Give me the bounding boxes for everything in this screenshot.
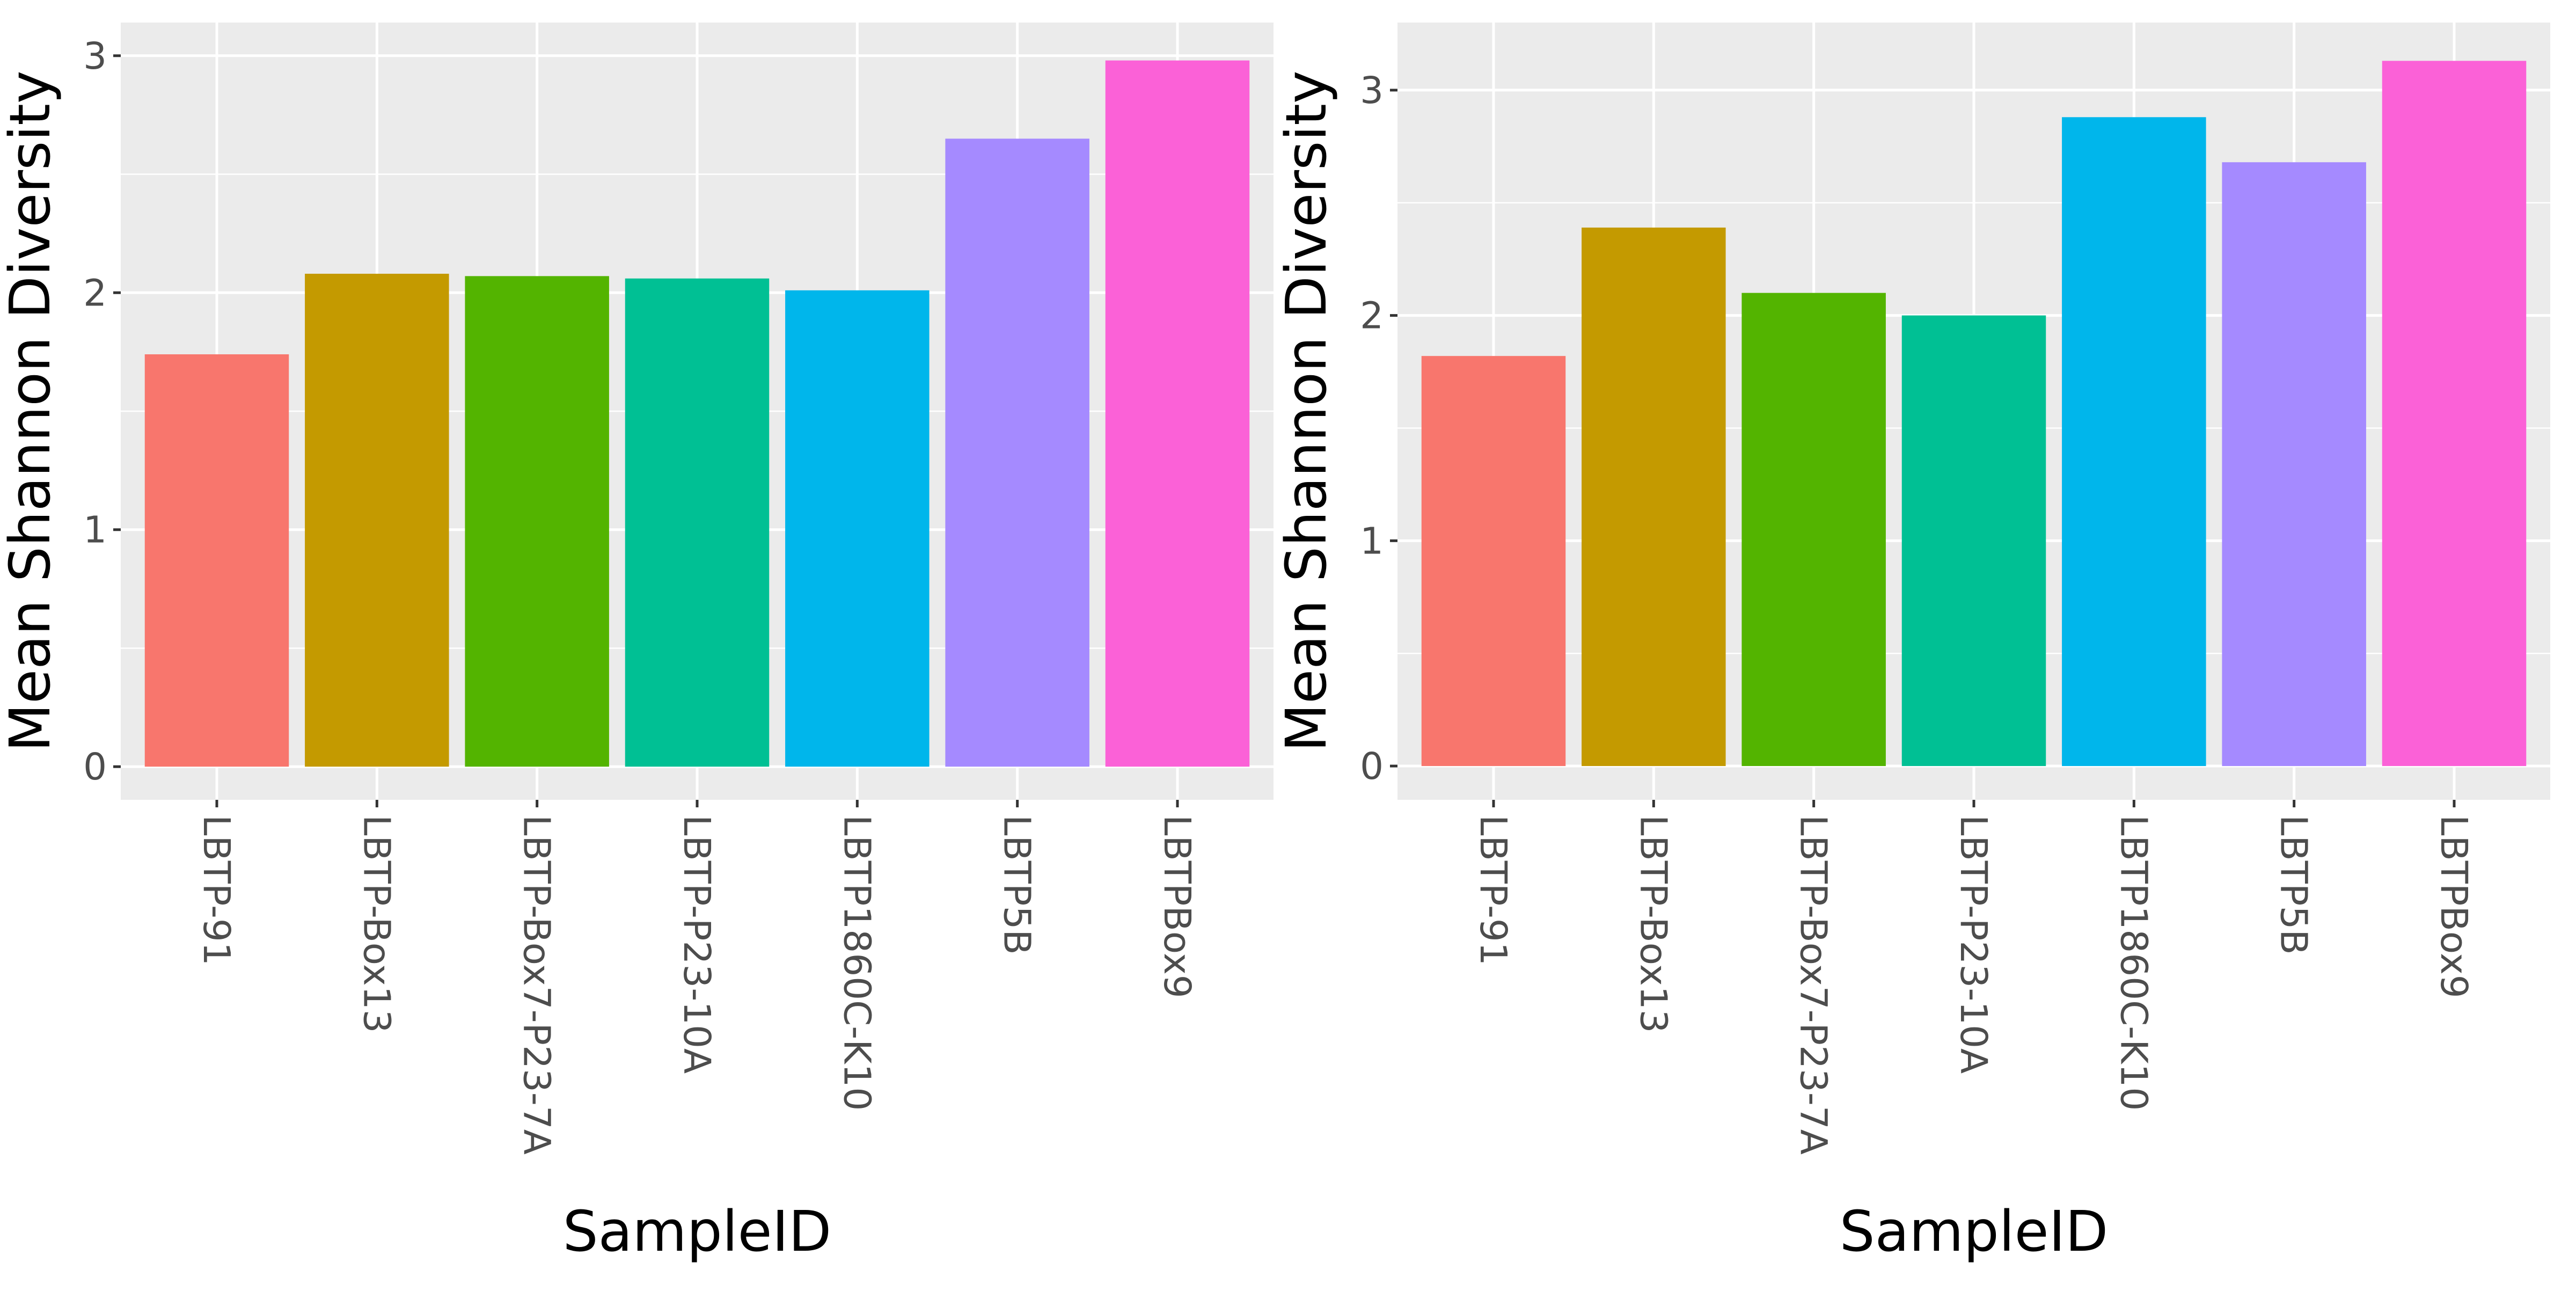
bar-LBTP-Box13 [305, 273, 449, 767]
x-tick-label: LBTP-Box13 [1631, 815, 1674, 1033]
bar-LBTP-91 [1421, 356, 1566, 767]
x-tick-label: LBTP5B [2272, 815, 2315, 955]
bar-LBTPBox9 [2382, 61, 2527, 767]
x-tick-label: LBTP-P23-10A [1952, 815, 1995, 1074]
y-tick-label: 2 [83, 272, 107, 315]
bar-LBTP-P23-10A [625, 278, 770, 767]
y-tick-label: 3 [1360, 69, 1384, 112]
y-tick-label: 1 [1360, 520, 1384, 563]
bar-LBTP1860C-K10 [785, 290, 930, 767]
x-tick-label: LBTP5B [996, 815, 1038, 955]
y-tick-label: 3 [83, 35, 107, 78]
bar-LBTP1860C-K10 [2062, 117, 2206, 767]
y-tick-label: 2 [1360, 295, 1384, 338]
chart-panel-2: 0 1 2 3 LBTP-91 LBTP-Box13 LBTP-Box7-P23-7A LBT… [1274, 23, 2550, 1264]
x-tick-label: LBTP-91 [1472, 815, 1514, 966]
bar-LBTP-Box13 [1582, 227, 1726, 767]
bar-LBTP5B [2222, 162, 2366, 767]
x-axis-title: SampleID [563, 1199, 832, 1264]
y-tick-label: 0 [83, 746, 107, 789]
bar-LBTPBox9 [1105, 60, 1250, 767]
x-tick-label: LBTP-Box7-P23-7A [1792, 815, 1835, 1155]
x-tick-label: LBTP1860C-K10 [835, 815, 878, 1111]
x-tick-label: LBTP-Box7-P23-7A [515, 815, 558, 1155]
bar-LBTP-91 [144, 354, 289, 767]
x-tick-label: LBTP-91 [195, 815, 238, 966]
chart-panel-1: 0 1 2 3 LBTP-91 LBTP-Box13 LBTP-Box7-P23-7A LBT… [0, 23, 1274, 1264]
y-axis-title: Mean Shannon Diversity [0, 70, 63, 752]
x-tick-label: LBTPBox9 [2432, 815, 2475, 998]
y-tick-label: 0 [1360, 745, 1384, 788]
bar-LBTP5B [945, 138, 1089, 767]
x-tick-label: LBTP1860C-K10 [2112, 815, 2155, 1111]
y-tick-label: 1 [83, 509, 107, 552]
x-tick-label: LBTP-P23-10A [675, 815, 718, 1074]
x-axis-title: SampleID [1840, 1199, 2109, 1264]
x-tick-label: LBTP-Box13 [355, 815, 398, 1033]
bar-LBTP-Box7-P23-7A [1741, 293, 1886, 767]
y-axis-title: Mean Shannon Diversity [1274, 70, 1339, 752]
x-tick-label: LBTPBox9 [1155, 815, 1198, 998]
bar-LBTP-Box7-P23-7A [465, 276, 609, 767]
bar-LBTP-P23-10A [1901, 315, 2046, 767]
